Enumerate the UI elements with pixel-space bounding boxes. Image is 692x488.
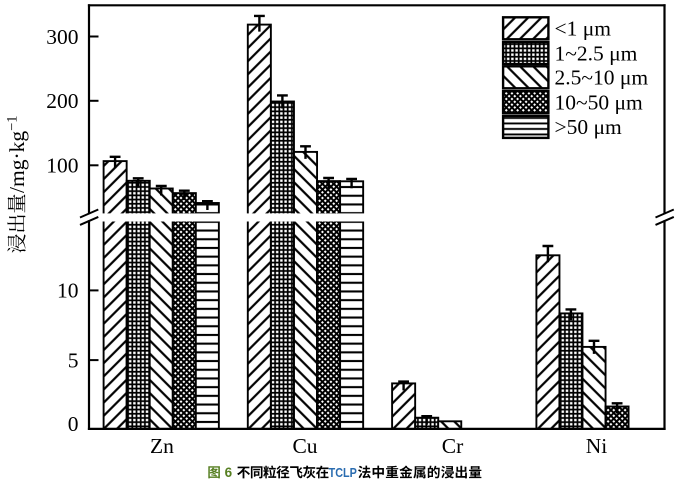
- svg-text:10: 10: [57, 279, 79, 303]
- svg-text:2.5~10 μm: 2.5~10 μm: [555, 66, 649, 90]
- svg-text:Cr: Cr: [442, 434, 464, 458]
- svg-text:<1 μm: <1 μm: [555, 17, 612, 41]
- svg-text:6: 6: [225, 465, 233, 480]
- svg-text:100: 100: [46, 154, 78, 178]
- svg-text:Zn: Zn: [150, 434, 174, 458]
- svg-text:10~50 μm: 10~50 μm: [555, 90, 644, 114]
- svg-text:5: 5: [68, 348, 79, 372]
- svg-text:1~2.5 μm: 1~2.5 μm: [555, 41, 638, 65]
- svg-text:>50 μm: >50 μm: [555, 115, 623, 139]
- svg-text:200: 200: [46, 89, 78, 113]
- svg-text:TCLP: TCLP: [329, 466, 357, 480]
- svg-text:Cu: Cu: [292, 434, 317, 458]
- svg-text:300: 300: [46, 25, 78, 49]
- svg-text:Ni: Ni: [586, 434, 608, 458]
- svg-text:0: 0: [68, 412, 79, 436]
